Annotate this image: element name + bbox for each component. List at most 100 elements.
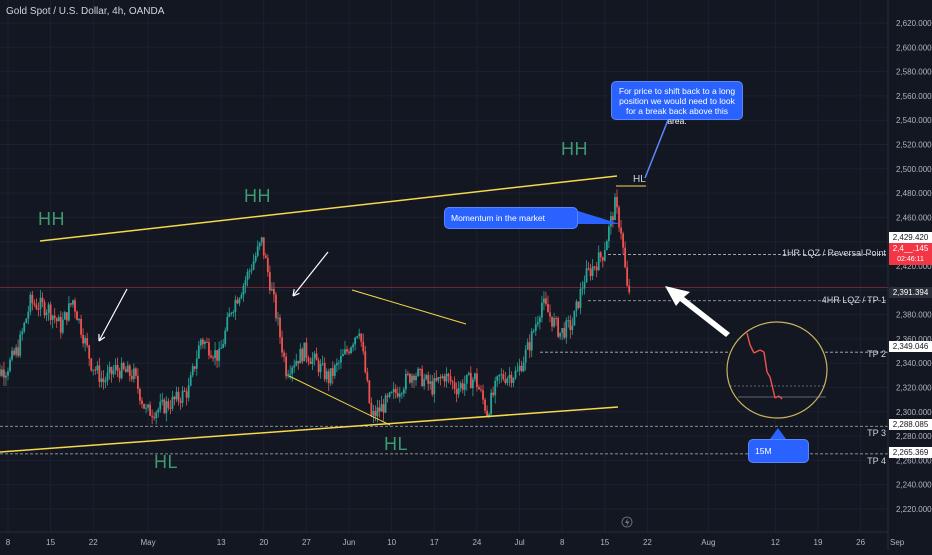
candle-body <box>373 411 375 416</box>
candle-body <box>271 289 273 291</box>
y-tick-label: 2,320.000 <box>896 384 932 393</box>
candle-body <box>476 373 478 387</box>
candle-body <box>377 408 379 417</box>
candle-body <box>344 349 346 354</box>
candle-body <box>525 349 527 362</box>
candle-body <box>299 349 301 364</box>
candle-body <box>44 302 46 315</box>
wedge-lower-line <box>289 376 390 425</box>
hl-label-small: HL <box>633 174 646 185</box>
y-tick-label: 2,540.000 <box>896 116 932 125</box>
candle-body <box>442 376 444 378</box>
candle-body <box>435 378 437 380</box>
candle-body <box>452 381 454 382</box>
candle-body <box>7 371 9 376</box>
callout-long-shift[interactable]: For price to shift back to a long positi… <box>611 81 743 120</box>
candle-body <box>42 298 44 302</box>
candle-body <box>511 375 513 383</box>
level-label-5: TP 4 <box>867 456 886 466</box>
candle-body <box>255 256 257 261</box>
candle-body <box>462 383 464 390</box>
candle-body <box>163 400 165 414</box>
candle-body <box>186 391 188 397</box>
candle-body <box>196 359 198 369</box>
candle-body <box>1 370 3 376</box>
candle-body <box>427 375 429 384</box>
candle-body <box>176 392 178 399</box>
candle-body <box>119 371 121 378</box>
candle-body <box>157 410 159 413</box>
candle-body <box>312 358 314 364</box>
candle-body <box>557 318 559 337</box>
price-tag-1: 2,429.420 <box>889 232 932 243</box>
candle-body <box>417 369 419 376</box>
x-tick-label: 8 <box>6 538 11 547</box>
candle-body <box>513 378 515 383</box>
candle-body <box>289 374 291 375</box>
lightning-icon-glyph <box>625 518 630 527</box>
candle-body <box>454 382 456 389</box>
candle-body <box>559 333 561 337</box>
candle-body <box>52 316 54 320</box>
y-tick-label: 2,300.000 <box>896 408 932 417</box>
candle-body <box>395 389 397 393</box>
candle-body <box>249 271 251 272</box>
candle-body <box>86 338 88 345</box>
candle-body <box>521 366 523 371</box>
candle-body <box>82 335 84 344</box>
candle-body <box>88 345 90 358</box>
candle-body <box>127 366 129 373</box>
candle-body <box>563 328 565 338</box>
candle-body <box>592 267 594 277</box>
x-tick-label: 19 <box>814 538 823 547</box>
candle-body <box>133 368 135 379</box>
x-tick-label: 15 <box>600 538 609 547</box>
candle-body <box>301 349 303 361</box>
candle-body <box>590 269 592 276</box>
candle-body <box>31 295 33 303</box>
candle-body <box>269 272 271 290</box>
x-tick-label: 20 <box>259 538 268 547</box>
candle-body <box>72 300 74 304</box>
candle-body <box>125 369 127 372</box>
callout-15m[interactable]: 15M <box>748 439 809 463</box>
x-tick-label: Jul <box>514 538 524 547</box>
callout-momentum[interactable]: Momentum in the market <box>444 207 578 229</box>
candle-body <box>64 312 66 319</box>
candle-body <box>100 378 102 381</box>
candle-body <box>251 269 253 270</box>
candle-body <box>222 344 224 348</box>
candle-body <box>399 394 401 397</box>
candle-body <box>68 303 70 320</box>
candle-body <box>273 289 275 295</box>
candle-body <box>480 389 482 390</box>
candle-body <box>190 375 192 385</box>
y-tick-label: 2,520.000 <box>896 141 932 150</box>
candle-body <box>40 298 42 309</box>
x-tick-label: 22 <box>89 538 98 547</box>
y-tick-label: 2,600.000 <box>896 43 932 52</box>
candle-body <box>354 338 356 345</box>
candle-body <box>210 356 212 358</box>
candle-body <box>170 408 172 409</box>
candle-body <box>314 354 316 359</box>
x-tick-label: 24 <box>472 538 481 547</box>
candle-body <box>129 366 131 376</box>
candle-body <box>3 370 5 378</box>
x-tick-label: 17 <box>430 538 439 547</box>
y-tick-label: 2,500.000 <box>896 165 932 174</box>
candle-body <box>580 289 582 308</box>
candle-body <box>626 267 628 285</box>
candle-body <box>220 348 222 349</box>
candle-body <box>192 366 194 375</box>
x-tick-label: 8 <box>560 538 565 547</box>
candle-body <box>616 197 618 207</box>
candle-body <box>62 320 64 333</box>
candle-body <box>405 374 407 390</box>
candle-body <box>194 366 196 368</box>
candle-body <box>604 250 606 260</box>
candle-body <box>535 324 537 330</box>
